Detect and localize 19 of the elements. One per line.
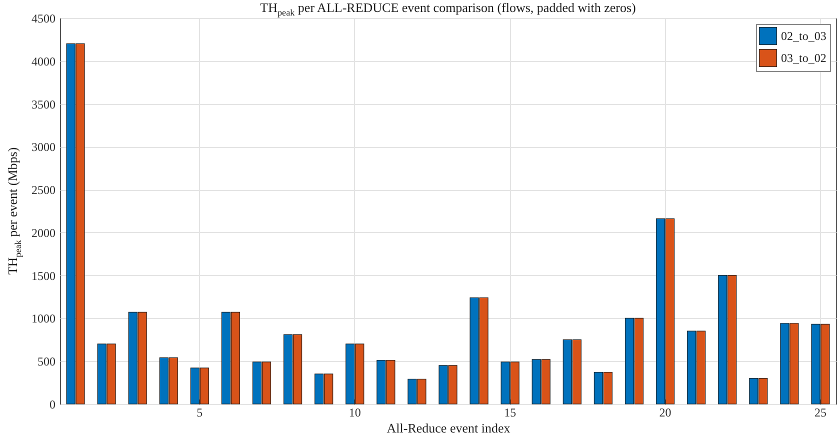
y-tick-label: 1000 bbox=[32, 312, 56, 326]
y-tick-label: 1500 bbox=[32, 268, 56, 283]
legend-label: 03_to_02 bbox=[781, 51, 826, 65]
chart-title: TH$_{peak}$ per ALL-REDUCE event comparison (flows, padded with zeros) bbox=[259, 0, 637, 18]
y-tick-label: 2000 bbox=[32, 226, 56, 240]
y-tick-label: 0 bbox=[50, 398, 56, 412]
x-tick-label: 5 bbox=[196, 406, 203, 420]
legend-label: 02_to_03 bbox=[781, 29, 826, 43]
y-tick-label: 3500 bbox=[32, 97, 56, 112]
y-tick-label: 2500 bbox=[32, 183, 56, 198]
x-tick-label: 10 bbox=[348, 406, 361, 420]
x-tick-label: 20 bbox=[659, 406, 672, 420]
y-tick-label: 3000 bbox=[32, 140, 56, 154]
x-tick-label: 25 bbox=[814, 406, 826, 420]
y-tick-label: 4500 bbox=[32, 12, 56, 26]
y-tick-label: 4000 bbox=[32, 54, 56, 68]
x-tick-label: 15 bbox=[504, 406, 516, 420]
y-tick-label: 500 bbox=[38, 354, 56, 369]
x-axis-title: All-Reduce event index bbox=[386, 420, 511, 436]
